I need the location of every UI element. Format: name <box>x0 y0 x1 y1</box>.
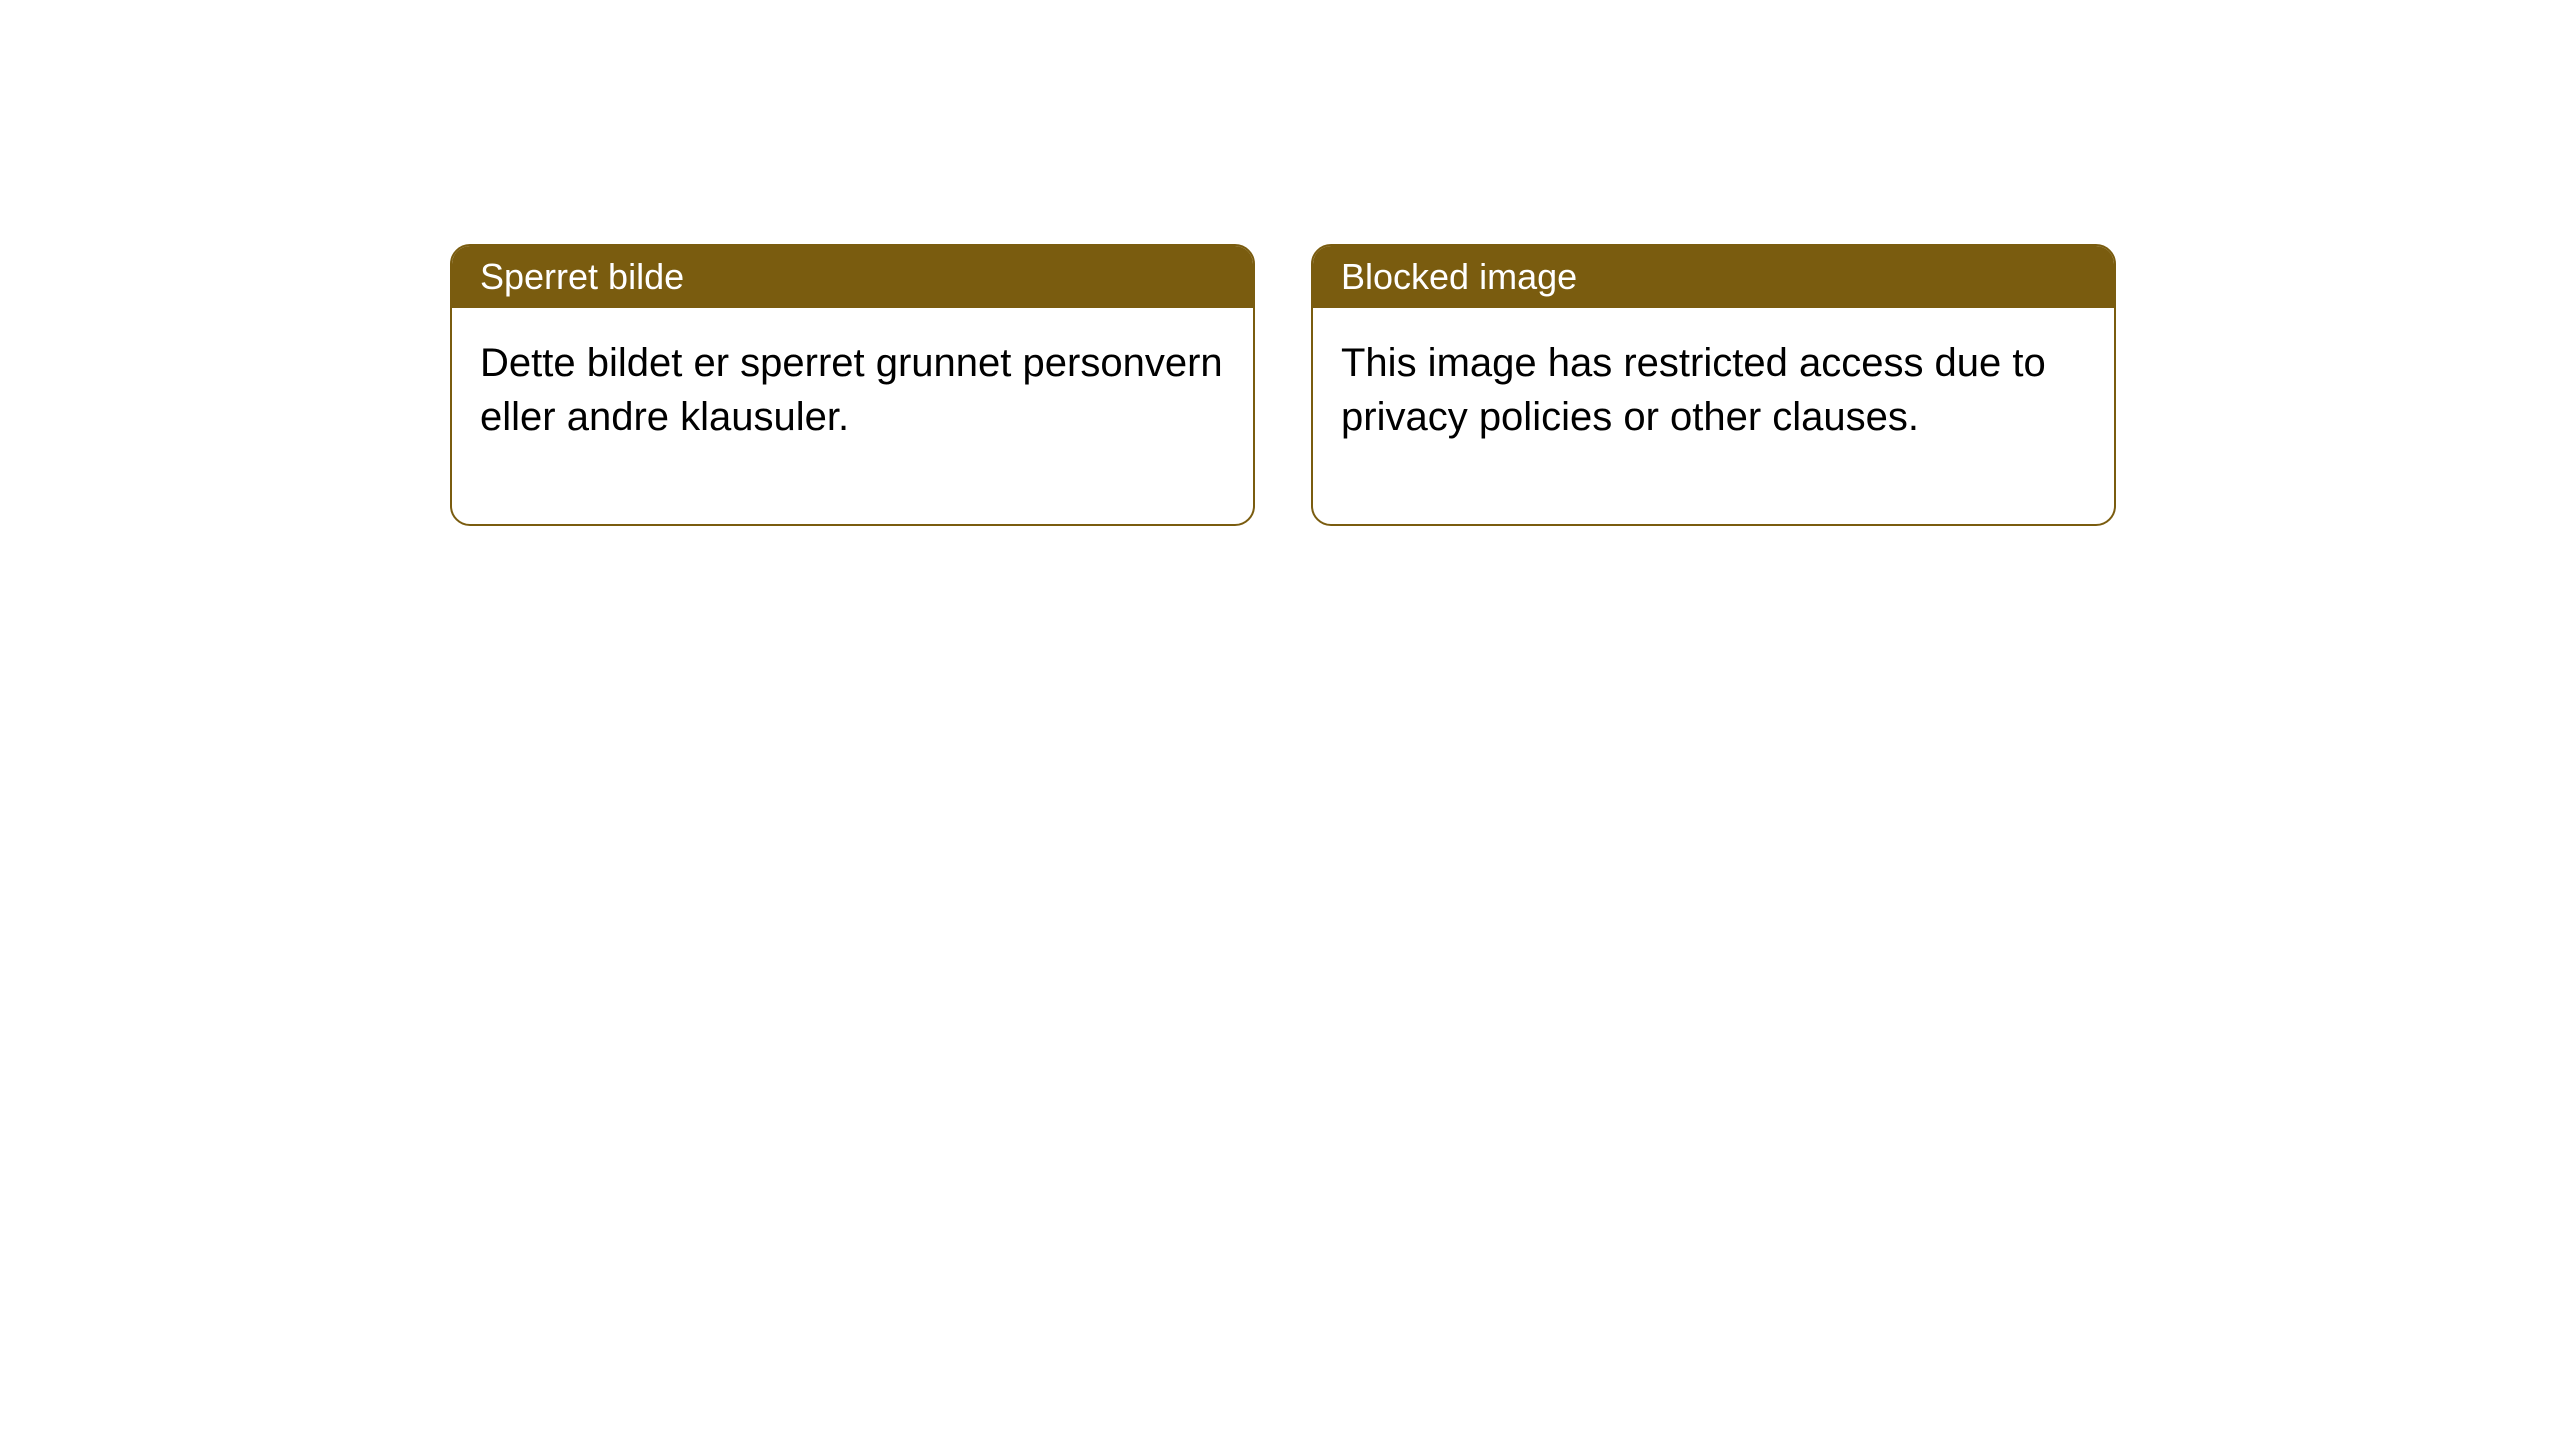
notice-card-header: Blocked image <box>1313 246 2114 308</box>
notice-card-body: This image has restricted access due to … <box>1313 308 2114 524</box>
notice-body-text: This image has restricted access due to … <box>1341 341 2046 439</box>
notice-title: Blocked image <box>1341 256 1577 297</box>
notice-cards-container: Sperret bilde Dette bildet er sperret gr… <box>450 244 2116 526</box>
notice-card-body: Dette bildet er sperret grunnet personve… <box>452 308 1253 524</box>
notice-body-text: Dette bildet er sperret grunnet personve… <box>480 341 1223 439</box>
notice-card-norwegian: Sperret bilde Dette bildet er sperret gr… <box>450 244 1255 526</box>
notice-card-english: Blocked image This image has restricted … <box>1311 244 2116 526</box>
notice-title: Sperret bilde <box>480 256 684 297</box>
notice-card-header: Sperret bilde <box>452 246 1253 308</box>
